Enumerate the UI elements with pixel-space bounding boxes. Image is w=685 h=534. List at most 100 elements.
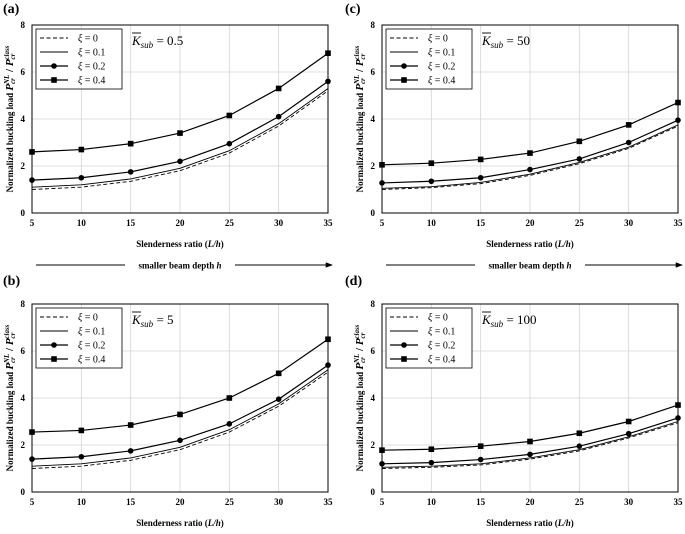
y-tick-label: 6 (371, 67, 376, 77)
x-tick-label: 30 (624, 218, 634, 228)
arrow-caption-bg (125, 258, 235, 271)
legend-marker-circle (401, 342, 407, 348)
x-tick-label: 20 (176, 497, 186, 507)
y-tick-label: 2 (371, 161, 376, 171)
legend-label: ξ = 0.4 (78, 355, 105, 366)
x-tick-label: 15 (476, 218, 486, 228)
ksub-annotation: Ksub = 5 (131, 312, 174, 329)
legend-label: ξ = 0.2 (428, 341, 455, 352)
y-tick-label: 6 (21, 67, 26, 77)
plot-frame (381, 303, 679, 493)
data-point-circle (177, 158, 183, 165)
data-point-circle (127, 448, 134, 454)
panel-b: (b) 5 10 15 20 25 30 35 0 2 4 6 8 ξ = 0 ξ = 0.1 ξ = 0.2… (3, 274, 333, 528)
y-tick-label: 4 (21, 393, 26, 403)
panel-label: (d) (345, 274, 362, 289)
data-point-circle (527, 166, 533, 173)
x-tick-label: 15 (126, 218, 136, 228)
data-point-circle (177, 437, 183, 444)
x-tick-label: 5 (380, 218, 385, 228)
data-point-circle (477, 456, 484, 463)
data-point-circle (325, 362, 331, 368)
y-tick-label: 6 (21, 346, 26, 356)
legend-marker-square (401, 77, 407, 83)
data-point-circle (78, 174, 85, 181)
y-tick-label: 8 (371, 20, 376, 30)
data-point-square (428, 446, 435, 453)
x-tick-label: 5 (380, 497, 385, 507)
data-point-circle (29, 177, 35, 183)
y-axis-label: Normalized buckling load PcrNL / Pcrclas… (3, 324, 17, 471)
y-tick-label: 2 (21, 440, 26, 450)
y-tick-label: 8 (21, 299, 26, 309)
x-axis-label: Slenderness ratio (L/h) (136, 518, 224, 528)
legend-label: ξ = 0.2 (78, 62, 105, 73)
legend-marker-square (401, 356, 407, 362)
legend-label: ξ = 0 (428, 313, 448, 324)
x-tick-label: 25 (575, 218, 585, 228)
data-point-circle (675, 415, 681, 421)
ksub-annotation: Ksub = 100 (481, 312, 537, 329)
x-tick-label: 20 (526, 497, 536, 507)
y-tick-label: 8 (371, 299, 376, 309)
legend-box (35, 28, 123, 90)
data-point-circle (477, 174, 484, 181)
x-tick-label: 30 (274, 218, 284, 228)
y-tick-label: 2 (21, 161, 26, 171)
x-axis-label: Slenderness ratio (L/h) (486, 239, 574, 249)
data-point-square (477, 156, 484, 163)
legend-box (385, 28, 473, 90)
series-line-2 (31, 88, 329, 188)
data-point-circle (675, 117, 681, 123)
data-point-square (226, 395, 233, 401)
x-tick-label: 35 (324, 218, 334, 228)
x-axis-label: Slenderness ratio (L/h) (486, 518, 574, 528)
legend-marker-circle (51, 63, 57, 69)
data-point-circle (576, 443, 583, 449)
data-point-circle (226, 421, 233, 427)
x-tick-label: 10 (427, 497, 437, 507)
x-tick-label: 10 (427, 218, 437, 228)
data-point-square (527, 150, 533, 156)
legend-label: ξ = 0.1 (78, 48, 105, 59)
data-point-circle (275, 113, 282, 120)
data-point-circle (625, 430, 632, 437)
data-point-circle (576, 156, 583, 162)
data-point-square (625, 122, 632, 128)
data-point-square (576, 138, 583, 145)
legend-label: ξ = 0 (78, 313, 98, 324)
legend-box (35, 307, 123, 369)
plot-frame (31, 303, 329, 493)
x-tick-label: 5 (30, 497, 35, 507)
y-tick-label: 0 (21, 208, 26, 218)
x-tick-label: 20 (176, 218, 186, 228)
y-tick-label: 8 (21, 20, 26, 30)
data-point-square (226, 112, 233, 119)
y-tick-label: 0 (371, 208, 376, 218)
x-tick-label: 10 (77, 218, 87, 228)
x-tick-label: 5 (30, 218, 35, 228)
legend-marker-circle (401, 63, 407, 69)
y-axis-label: Normalized buckling load PcrNL / Pcrclas… (353, 324, 367, 471)
x-tick-label: 35 (674, 218, 684, 228)
data-point-circle (29, 456, 35, 462)
data-point-circle (428, 178, 435, 185)
data-point-square (78, 146, 85, 153)
legend-marker-circle (51, 342, 57, 348)
x-axis-label: Slenderness ratio (L/h) (136, 239, 224, 249)
legend-label: ξ = 0.2 (428, 62, 455, 73)
y-tick-label: 0 (371, 487, 376, 497)
y-tick-label: 4 (371, 114, 376, 124)
x-tick-label: 10 (77, 497, 87, 507)
x-tick-label: 15 (476, 497, 486, 507)
data-point-circle (428, 459, 435, 466)
y-axis-label: Normalized buckling load PcrNL / Pcrclas… (3, 45, 17, 192)
y-tick-label: 2 (371, 440, 376, 450)
panel-label: (c) (345, 2, 361, 17)
arrow-caption: smaller beam depth h (488, 261, 571, 271)
series-line-1 (381, 422, 679, 469)
data-point-square (29, 429, 35, 435)
legend-label: ξ = 0.4 (428, 76, 455, 87)
series-line-1 (31, 371, 329, 469)
